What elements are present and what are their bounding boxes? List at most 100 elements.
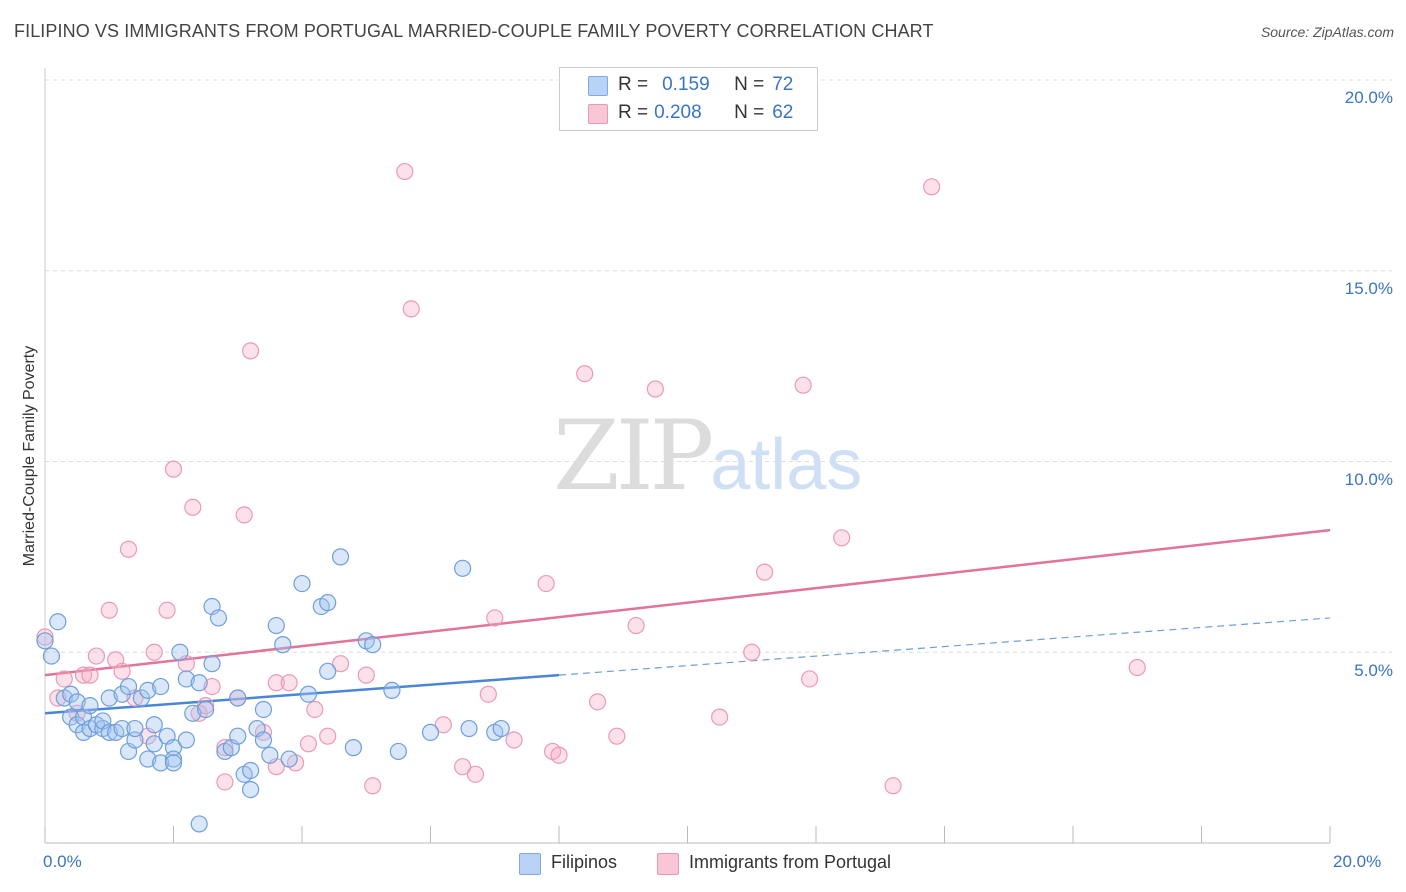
portugal-point — [588, 693, 607, 711]
filipinos-point — [184, 704, 202, 722]
portugal-point — [884, 777, 902, 795]
portugal-point — [331, 655, 350, 673]
portugal-point — [74, 666, 93, 684]
legend-swatch-filipinos — [588, 76, 608, 96]
portugal-point — [923, 178, 941, 196]
portugal-point — [608, 727, 626, 745]
filipinos-point — [190, 815, 208, 833]
portugal-point — [434, 716, 452, 734]
filipinos-point — [344, 739, 362, 757]
portugal-point — [267, 674, 285, 692]
portugal-point — [280, 674, 298, 692]
filipinos-point — [242, 761, 260, 780]
r-label: R = — [618, 74, 649, 95]
filipinos-point — [383, 681, 401, 700]
portugal-point — [357, 666, 375, 684]
portugal-point — [36, 628, 54, 646]
filipinos-point — [331, 548, 350, 566]
trend-lines — [44, 528, 1331, 715]
portugal-point — [1128, 658, 1146, 677]
filipinos-point — [164, 754, 183, 772]
portugal-point — [576, 365, 594, 383]
filipinos-point — [42, 647, 61, 665]
r-label: R = — [618, 102, 649, 123]
r-value-filipinos: 0.159 — [662, 74, 710, 95]
portugal-point — [755, 563, 774, 581]
filipinos-point — [267, 616, 285, 635]
filipinos-point — [299, 685, 318, 703]
filipinos-point — [460, 719, 478, 738]
portugal-point — [197, 697, 215, 715]
y-tick-20: 20.0% — [1344, 88, 1393, 107]
portugal-point — [87, 647, 106, 665]
filipinos-trend-line — [44, 673, 560, 715]
portugal-trend-line — [44, 528, 1331, 677]
portugal-point — [203, 677, 221, 696]
portugal-point — [454, 758, 472, 776]
portugal-point — [158, 601, 176, 619]
filipinos-point — [454, 559, 472, 577]
portugal-point — [646, 380, 664, 398]
portugal-point — [833, 529, 851, 547]
portugal-point — [711, 708, 729, 726]
filipinos-point — [389, 742, 407, 761]
filipinos-points — [36, 548, 510, 833]
portugal-point — [550, 746, 568, 764]
filipinos-point — [171, 643, 189, 661]
filipinos-point — [254, 731, 273, 749]
filipinos-point — [139, 681, 157, 700]
correlation-legend: R = 0.159 N = 72 R = 0.208 N = 62 — [559, 67, 818, 131]
filipinos-point — [68, 693, 86, 711]
portugal-point — [479, 685, 497, 703]
filipinos-point — [177, 731, 195, 749]
filipinos-point — [254, 700, 273, 719]
portugal-point — [505, 731, 523, 749]
filipinos-point — [280, 750, 298, 768]
portugal-point — [216, 773, 234, 791]
filipinos-point — [197, 700, 215, 719]
filipinos-point — [242, 780, 260, 799]
filipinos-point — [319, 594, 337, 612]
portugal-point — [364, 777, 382, 795]
filipinos-point — [261, 746, 279, 764]
filipinos-point — [274, 636, 292, 654]
portugal-point — [119, 540, 138, 558]
filipinos-point — [126, 719, 144, 738]
watermark-zip: ZIP — [553, 400, 714, 512]
portugal-point — [242, 342, 260, 360]
filipinos-point — [100, 689, 118, 707]
filipinos-point — [203, 655, 221, 673]
portugal-point — [319, 727, 337, 745]
portugal-point — [396, 162, 414, 181]
filipinos-point — [36, 632, 54, 650]
n-value-filipinos: 72 — [772, 74, 794, 95]
portugal-point — [100, 601, 118, 619]
y-tick-5: 5.0% — [1354, 661, 1393, 680]
n-label: N = — [734, 102, 765, 123]
portugal-point — [113, 662, 131, 680]
filipinos-point — [113, 719, 131, 738]
filipinos-point — [421, 723, 440, 741]
portugal-point — [306, 700, 324, 719]
portugal-point — [55, 670, 73, 688]
filipinos-trend-extension — [558, 617, 1331, 676]
portugal-point — [184, 498, 202, 516]
filipinos-point — [229, 727, 247, 745]
filipinos-point — [229, 689, 247, 707]
legend-row-portugal: R = 0.208 N = 62 — [618, 101, 793, 125]
portugal-point — [743, 643, 761, 661]
filipinos-point — [319, 662, 337, 680]
portugal-point — [486, 609, 504, 627]
legend-swatch-portugal — [588, 104, 608, 124]
axes — [44, 68, 1331, 844]
portugal-point — [164, 460, 183, 478]
watermark: ZIPatlas — [553, 400, 862, 512]
gridlines — [45, 79, 1392, 653]
portugal-point — [235, 506, 253, 524]
portugal-point — [49, 689, 67, 707]
chart-title: FILIPINO VS IMMIGRANTS FROM PORTUGAL MAR… — [14, 21, 934, 41]
filipinos-point — [164, 750, 183, 768]
filipinos-point — [190, 674, 208, 692]
portugal-point — [402, 300, 420, 318]
